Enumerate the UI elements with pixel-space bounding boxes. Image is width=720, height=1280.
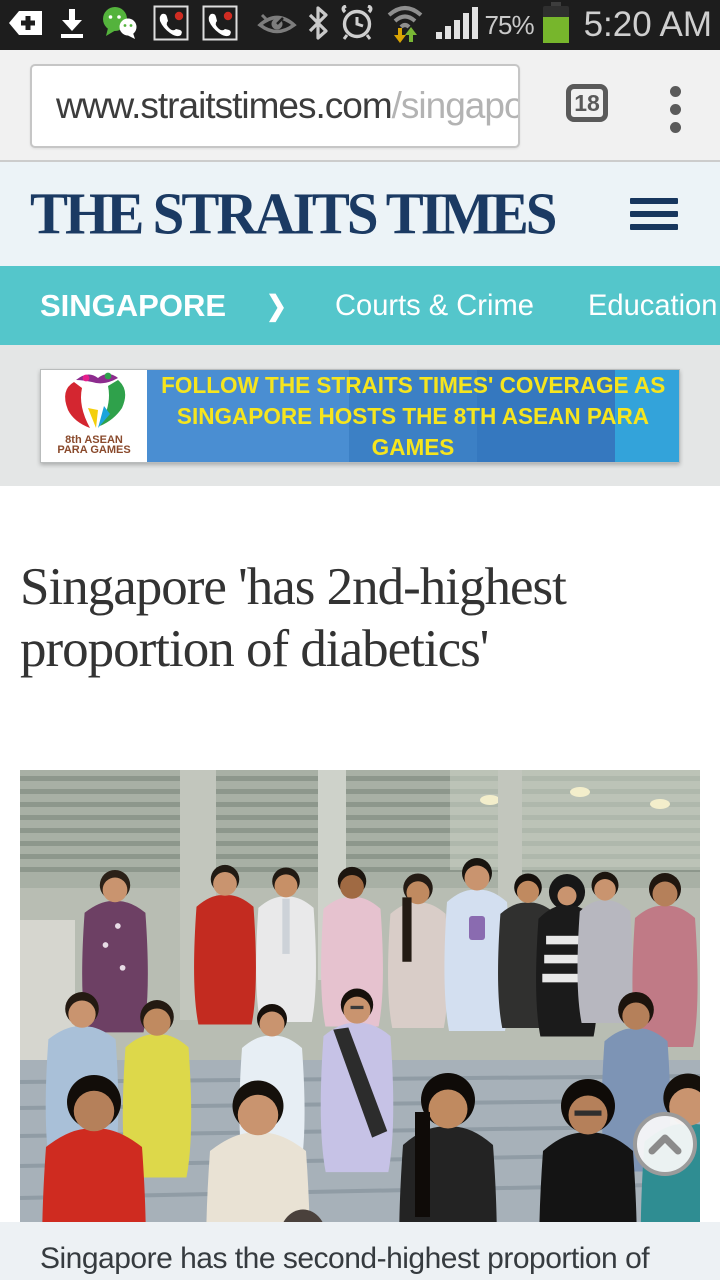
smart-stay-eye-icon [256, 8, 298, 43]
browser-menu-button[interactable] [666, 82, 685, 137]
url-path: /singapo [391, 85, 520, 126]
ad-strip: 8th ASEAN PARA GAMES FOLLOW THE STRAITS … [0, 345, 720, 486]
site-header: THE STRAITS TIMES [0, 162, 720, 266]
nav-item-courts-crime[interactable]: Courts & Crime [334, 288, 534, 322]
wechat-icon [100, 6, 140, 45]
crowd-back-row [82, 858, 698, 1047]
signal-strength-icon [434, 6, 478, 45]
scroll-to-top-button[interactable] [633, 1112, 697, 1176]
bluetooth-icon [305, 5, 331, 45]
ad-line-1: FOLLOW THE STRAITS TIMES' COVERAGE AS [160, 371, 666, 398]
asean-para-games-ad[interactable]: 8th ASEAN PARA GAMES FOLLOW THE STRAITS … [40, 369, 680, 463]
article-photo [20, 770, 700, 1222]
status-bar: 75% 5:20 AM [0, 0, 720, 50]
nav-item-education[interactable]: Education [588, 288, 718, 322]
section-nav: SINGAPORE ❯ Courts & Crime Education H [0, 266, 720, 345]
battery-percent: 75% [484, 9, 535, 40]
browser-toolbar: www.straitstimes.com/singapo 18 [0, 50, 720, 162]
crowd-front-row [42, 1073, 700, 1222]
photo-caption: Singapore has the second-highest proport… [40, 1242, 650, 1275]
nav-item-singapore[interactable]: SINGAPORE [40, 287, 227, 323]
ad-logo-text-line2: PARA GAMES [57, 444, 131, 456]
tab-count: 18 [574, 89, 600, 116]
ad-line-2: SINGAPORE HOSTS THE 8TH ASEAN PARA GAMES [176, 402, 650, 460]
article-headline: Singapore 'has 2nd-highest proportion of… [20, 558, 567, 678]
missed-call-icon [202, 5, 238, 46]
tab-switcher-button[interactable]: 18 [566, 84, 608, 122]
chevron-right-icon: ❯ [266, 290, 287, 321]
missed-call-icon [153, 5, 189, 46]
wifi-updown-icon [383, 3, 427, 48]
asean-para-games-logo: 8th ASEAN PARA GAMES [41, 370, 147, 462]
alarm-icon [338, 3, 376, 46]
url-domain: www.straitstimes.com [56, 85, 393, 126]
ad-logo-text-line1: 8th ASEAN [65, 434, 123, 446]
ad-message: FOLLOW THE STRAITS TIMES' COVERAGE AS SI… [147, 370, 679, 462]
chevron-up-icon [648, 1134, 682, 1155]
notification-icons [8, 5, 238, 46]
clock-time: 5:20 AM [583, 5, 712, 44]
photo-caption-band: Singapore has the second-highest proport… [0, 1222, 720, 1280]
download-icon [57, 7, 87, 44]
url-bar[interactable]: www.straitstimes.com/singapo [30, 64, 520, 148]
plus-tag-icon [8, 8, 44, 43]
system-icons: 75% 5:20 AM [256, 1, 712, 49]
hamburger-menu-icon[interactable] [630, 198, 678, 230]
straits-times-logo[interactable]: THE STRAITS TIMES [30, 181, 558, 247]
battery-icon [541, 1, 571, 49]
